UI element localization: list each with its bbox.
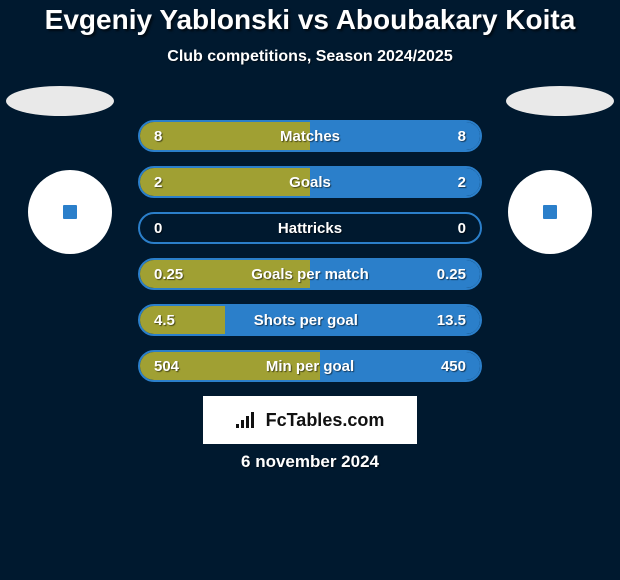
stats-list: 8Matches8 2Goals2 0Hattricks0 0.25Goals per… [138, 120, 482, 382]
stat-row: 4.5Shots per goal13.5 [138, 304, 482, 336]
stat-label: Hattricks [162, 220, 457, 237]
stat-value-right: 13.5 [437, 312, 466, 329]
subtitle: Club competitions, Season 2024/2025 [0, 48, 620, 66]
stat-value-left: 8 [154, 128, 162, 145]
avatar-placeholder-icon [543, 205, 557, 219]
stat-row: 504Min per goal450 [138, 350, 482, 382]
stat-row: 0.25Goals per match0.25 [138, 258, 482, 290]
stat-value-left: 0 [154, 220, 162, 237]
flag-bar [0, 80, 620, 124]
stat-value-left: 0.25 [154, 266, 183, 283]
stat-label: Goals per match [183, 266, 437, 283]
stat-row: 8Matches8 [138, 120, 482, 152]
brand-badge: FcTables.com [203, 396, 417, 444]
stat-value-right: 0.25 [437, 266, 466, 283]
stat-value-left: 4.5 [154, 312, 175, 329]
stat-label: Shots per goal [175, 312, 437, 329]
stat-value-right: 450 [441, 358, 466, 375]
avatar-placeholder-icon [63, 205, 77, 219]
avatar-right [508, 170, 592, 254]
stat-value-left: 2 [154, 174, 162, 191]
date-text: 6 november 2024 [0, 452, 620, 472]
stat-label: Matches [162, 128, 457, 145]
stat-value-right: 2 [458, 174, 466, 191]
stat-label: Goals [162, 174, 457, 191]
flag-left [6, 86, 114, 116]
stat-label: Min per goal [179, 358, 441, 375]
stat-row: 0Hattricks0 [138, 212, 482, 244]
stat-value-left: 504 [154, 358, 179, 375]
stat-row: 2Goals2 [138, 166, 482, 198]
stat-value-right: 8 [458, 128, 466, 145]
avatar-left [28, 170, 112, 254]
brand-chart-icon [236, 412, 258, 428]
page-title: Evgeniy Yablonski vs Aboubakary Koita [0, 0, 620, 36]
stat-value-right: 0 [458, 220, 466, 237]
flag-right [506, 86, 614, 116]
brand-text: FcTables.com [266, 410, 385, 431]
